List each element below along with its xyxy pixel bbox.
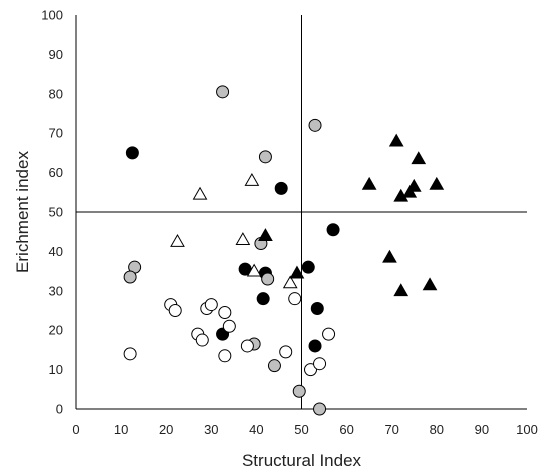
x-tick-label: 20 — [159, 422, 173, 437]
data-point-circle — [279, 345, 293, 359]
data-point-circle — [274, 181, 288, 195]
data-point-circle — [310, 302, 324, 316]
data-point-triangle — [258, 228, 273, 242]
x-tick-label: 50 — [294, 422, 308, 437]
data-point-circle — [240, 339, 254, 353]
x-tick-label: 90 — [475, 422, 489, 437]
data-point-triangle — [393, 283, 409, 297]
data-point-triangle — [246, 263, 262, 277]
data-point-triangle — [235, 232, 251, 245]
x-tick-label: 30 — [204, 422, 218, 437]
data-point-triangle — [170, 234, 185, 247]
data-point-triangle — [429, 176, 445, 190]
x-axis-title: Structural Index — [242, 451, 362, 470]
data-point-circle — [216, 85, 230, 99]
y-tick-labels: 0 10 20 30 40 50 60 70 80 90 100 — [41, 8, 63, 417]
data-point-circle — [204, 298, 218, 312]
data-point-circle — [195, 333, 209, 347]
x-tick-label: 10 — [114, 422, 128, 437]
data-point-triangle — [282, 275, 298, 289]
data-point-circle — [304, 363, 318, 377]
y-axis-title: Erichment index — [13, 151, 32, 273]
data-point-circle — [267, 359, 281, 373]
data-point-circle — [313, 402, 327, 416]
y-tick-label: 10 — [49, 362, 63, 377]
axes — [75, 15, 527, 410]
reference-lines — [76, 15, 527, 409]
y-tick-label: 0 — [56, 402, 63, 417]
data-point-circle — [256, 292, 270, 306]
data-point-triangle — [406, 178, 422, 192]
x-tick-label: 70 — [384, 422, 398, 437]
data-point-triangle — [289, 265, 305, 279]
data-point-circle — [222, 319, 236, 333]
data-point-triangle — [388, 133, 404, 147]
data-point-circle — [308, 118, 322, 132]
y-tick-label: 70 — [49, 126, 63, 141]
y-tick-label: 20 — [49, 323, 63, 338]
x-tick-label: 0 — [72, 422, 79, 437]
data-point-circle — [258, 150, 272, 164]
x-tick-label: 80 — [430, 422, 444, 437]
y-tick-label: 40 — [49, 244, 63, 259]
x-tick-label: 40 — [249, 422, 263, 437]
data-point-circle — [322, 327, 336, 341]
data-point-circle — [313, 357, 327, 371]
data-point-circle — [292, 384, 306, 398]
data-point-circle — [301, 260, 315, 274]
data-point-circle — [123, 270, 137, 284]
y-tick-label: 90 — [49, 47, 63, 62]
y-tick-label: 60 — [49, 165, 63, 180]
data-point-circle — [326, 223, 340, 237]
y-tick-label: 80 — [49, 86, 63, 101]
data-point-circle — [218, 305, 232, 319]
data-point-circle — [218, 349, 232, 363]
data-point-triangle — [411, 151, 427, 165]
data-point-circle — [288, 292, 302, 306]
data-point-circle — [125, 146, 139, 160]
data-point-triangle — [361, 176, 377, 190]
x-tick-labels: 0 10 20 30 40 50 60 70 80 90 100 — [72, 422, 537, 437]
data-point-triangle — [382, 249, 397, 263]
data-point-triangle — [422, 277, 438, 291]
data-point-circle — [308, 339, 322, 353]
data-points — [123, 85, 445, 416]
data-point-triangle — [192, 186, 208, 200]
x-tick-label: 100 — [516, 422, 538, 437]
y-tick-label: 30 — [49, 283, 63, 298]
data-point-circle — [261, 272, 275, 286]
data-point-circle — [168, 304, 182, 317]
y-tick-label: 50 — [49, 205, 63, 220]
y-tick-label: 100 — [41, 8, 63, 23]
data-point-circle — [123, 347, 137, 361]
x-tick-label: 60 — [339, 422, 353, 437]
data-point-triangle — [244, 172, 260, 186]
